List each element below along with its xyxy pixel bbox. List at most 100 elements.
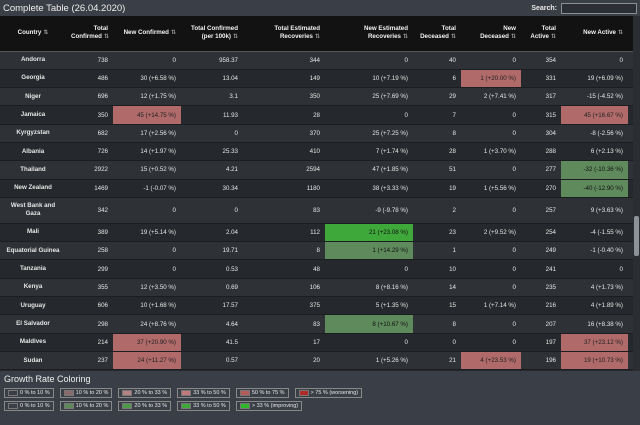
table-row[interactable]: Uruguay 606 10 (+1.68 %) 17.57 375 5 (+1.35 %… bbox=[0, 296, 633, 315]
legend-swatch bbox=[122, 390, 133, 396]
table-row[interactable]: Jamaica 350 45 (+14.75 %) 11.93 28 0 7 0 315 45 (… bbox=[0, 105, 633, 125]
legend-worsening-row: 0 % to 10 % 10 % to 20 % 20 % to 33 % 33 % … bbox=[4, 388, 636, 398]
cell-country: Thailand bbox=[0, 160, 66, 180]
cell-recoveries: 344 bbox=[243, 50, 325, 70]
cell-new-deceased: 0 bbox=[461, 196, 521, 224]
column-header[interactable]: New Estimated Recoveries ⇅ bbox=[325, 16, 413, 52]
table-row[interactable]: Kyrgyzstan 682 17 (+2.56 %) 0 370 25 (+7.25 %… bbox=[0, 123, 633, 143]
legend-item: 33 % to 50 % bbox=[177, 401, 230, 411]
cell-active: 304 bbox=[521, 123, 561, 143]
cell-active: 216 bbox=[521, 296, 561, 315]
legend-label: 0 % to 10 % bbox=[20, 390, 50, 396]
cell-country: Uruguay bbox=[0, 296, 66, 315]
legend: Growth Rate Coloring 0 % to 10 % 10 % to … bbox=[0, 371, 640, 425]
column-header[interactable]: Total Confirmed (per 100k) ⇅ bbox=[181, 16, 243, 52]
sort-icon[interactable]: ⇅ bbox=[510, 33, 516, 40]
column-header[interactable]: Total Active ⇅ bbox=[521, 16, 561, 52]
legend-swatch bbox=[239, 403, 250, 409]
cell-new-deceased: 1 (+3.70 %) bbox=[461, 141, 521, 161]
column-header[interactable]: New Deceased ⇅ bbox=[461, 16, 521, 52]
cell-new-confirmed: -1 (-0.07 %) bbox=[113, 178, 181, 198]
cell-deceased: 40 bbox=[413, 50, 461, 70]
column-header-label: Total Estimated Recoveries bbox=[274, 25, 320, 40]
sort-icon[interactable]: ⇅ bbox=[402, 33, 408, 40]
cell-total-confirmed: 258 bbox=[66, 241, 113, 260]
cell-total-confirmed: 486 bbox=[66, 68, 113, 88]
column-header[interactable]: Country ⇅ bbox=[0, 16, 66, 52]
table-row[interactable]: Georgia 486 30 (+6.58 %) 13.04 149 10 (+7.19 … bbox=[0, 68, 633, 88]
column-header[interactable]: Total Deceased ⇅ bbox=[413, 16, 461, 52]
cell-new-deceased: 0 bbox=[461, 123, 521, 143]
cell-total-confirmed: 696 bbox=[66, 87, 113, 106]
cell-new-recoveries: 0 bbox=[325, 332, 413, 352]
cell-active: 257 bbox=[521, 196, 561, 224]
table-row[interactable]: Maldives 214 37 (+20.90 %) 41.5 17 0 0 0 197 37 (… bbox=[0, 332, 633, 352]
table-row[interactable]: Mali 389 19 (+5.14 %) 2.04 112 21 (+23.08 %) 2… bbox=[0, 222, 633, 242]
column-header[interactable]: New Active ⇅ bbox=[561, 16, 628, 52]
vertical-scrollbar[interactable] bbox=[633, 16, 640, 371]
cell-active: 354 bbox=[521, 50, 561, 70]
cell-per100k: 13.04 bbox=[181, 68, 243, 88]
cell-total-confirmed: 726 bbox=[66, 141, 113, 161]
search-label: Search: bbox=[531, 4, 557, 12]
cell-active-per100k: 5.58 bbox=[628, 178, 633, 198]
cell-active: 241 bbox=[521, 259, 561, 279]
cell-total-confirmed: 298 bbox=[66, 314, 113, 334]
table-row[interactable]: Thailand 2922 15 (+0.52 %) 4.21 2594 47 (+1.8… bbox=[0, 160, 633, 180]
column-header[interactable]: Total Confirmed ⇅ bbox=[66, 16, 113, 52]
table-row[interactable]: Niger 696 12 (+1.75 %) 3.1 350 25 (+7.69 %) 29… bbox=[0, 87, 633, 106]
table-row[interactable]: New Zealand 1469 -1 (-0.07 %) 30.34 1180 38 (… bbox=[0, 178, 633, 198]
cell-new-active: -1 (-0.40 %) bbox=[561, 241, 628, 260]
sort-icon[interactable]: ⇅ bbox=[232, 33, 238, 40]
cell-active-per100k: 0.4 bbox=[628, 160, 633, 180]
table-row[interactable]: El Salvador 298 24 (+8.76 %) 4.64 83 8 (+10.6… bbox=[0, 314, 633, 334]
legend-swatch bbox=[8, 390, 18, 396]
cell-active: 317 bbox=[521, 87, 561, 106]
cell-new-active: -8 (-2.56 %) bbox=[561, 123, 628, 143]
cell-new-recoveries: 25 (+7.69 %) bbox=[325, 87, 413, 106]
cell-new-recoveries: 1 (+5.26 %) bbox=[325, 350, 413, 370]
sort-icon[interactable]: ⇅ bbox=[43, 30, 49, 36]
cell-new-active: 19 (+6.09 %) bbox=[561, 68, 628, 88]
cell-country: Georgia bbox=[0, 68, 66, 88]
cell-new-deceased: 2 (+7.41 %) bbox=[461, 87, 521, 106]
search-input[interactable] bbox=[561, 2, 637, 14]
top-bar: Complete Table (26.04.2020) Search: bbox=[0, 0, 640, 16]
table-row[interactable]: Albania 726 14 (+1.97 %) 25.33 410 7 (+1.74 %… bbox=[0, 141, 633, 161]
column-header[interactable]: Total Estimated Recoveries ⇅ bbox=[243, 16, 325, 52]
cell-new-recoveries: 38 (+3.33 %) bbox=[325, 178, 413, 198]
cell-per100k: 11.93 bbox=[181, 105, 243, 125]
scrollbar-thumb[interactable] bbox=[634, 216, 639, 256]
cell-new-confirmed: 2 (+0.62 %) bbox=[113, 369, 181, 371]
sort-icon[interactable]: ⇅ bbox=[550, 33, 556, 40]
cell-deceased: 10 bbox=[413, 259, 461, 279]
cell-recoveries: 17 bbox=[243, 332, 325, 352]
cell-total-confirmed: 2922 bbox=[66, 160, 113, 180]
cell-deceased: 8 bbox=[413, 123, 461, 143]
legend-swatch bbox=[239, 390, 250, 396]
column-header[interactable]: New Confirmed ⇅ bbox=[113, 16, 181, 52]
legend-label: 10 % to 20 % bbox=[75, 390, 109, 396]
search-area: Search: bbox=[531, 2, 637, 14]
cell-new-confirmed: 30 (+6.58 %) bbox=[113, 68, 181, 88]
cell-new-active: 6 (+2.13 %) bbox=[561, 141, 628, 161]
cell-new-deceased: 0 bbox=[461, 277, 521, 297]
sort-icon[interactable]: ⇅ bbox=[617, 30, 623, 36]
cell-new-deceased: 0 bbox=[461, 369, 521, 371]
table-row[interactable]: Equatorial Guinea 258 0 19.71 8 1 (+14.29 %) 1… bbox=[0, 241, 633, 260]
sort-icon[interactable]: ⇅ bbox=[170, 30, 176, 36]
sort-icon[interactable]: ⇅ bbox=[103, 33, 109, 40]
cell-active: 277 bbox=[521, 160, 561, 180]
sort-icon[interactable]: ⇅ bbox=[450, 33, 456, 40]
table-row[interactable]: West Bank and Gaza 342 0 0 83 -9 (-9.78 %) 2 0 2… bbox=[0, 196, 633, 224]
table-row[interactable]: Kenya 355 12 (+3.50 %) 0.69 106 8 (+8.16 %) 14… bbox=[0, 277, 633, 297]
table-row[interactable]: Sudan 237 24 (+11.27 %) 0.57 20 1 (+5.26 %) 21… bbox=[0, 350, 633, 370]
cell-country: New Zealand bbox=[0, 178, 66, 198]
legend-label: 10 % to 20 % bbox=[75, 403, 109, 409]
cell-new-recoveries: 5 (+1.35 %) bbox=[325, 296, 413, 315]
cell-active-per100k: 459.7 bbox=[628, 50, 633, 70]
sort-icon[interactable]: ⇅ bbox=[314, 33, 320, 40]
table-row[interactable]: Venezuela3252 (+0.62 %)1.131375 (+3.79 %… bbox=[0, 369, 633, 371]
